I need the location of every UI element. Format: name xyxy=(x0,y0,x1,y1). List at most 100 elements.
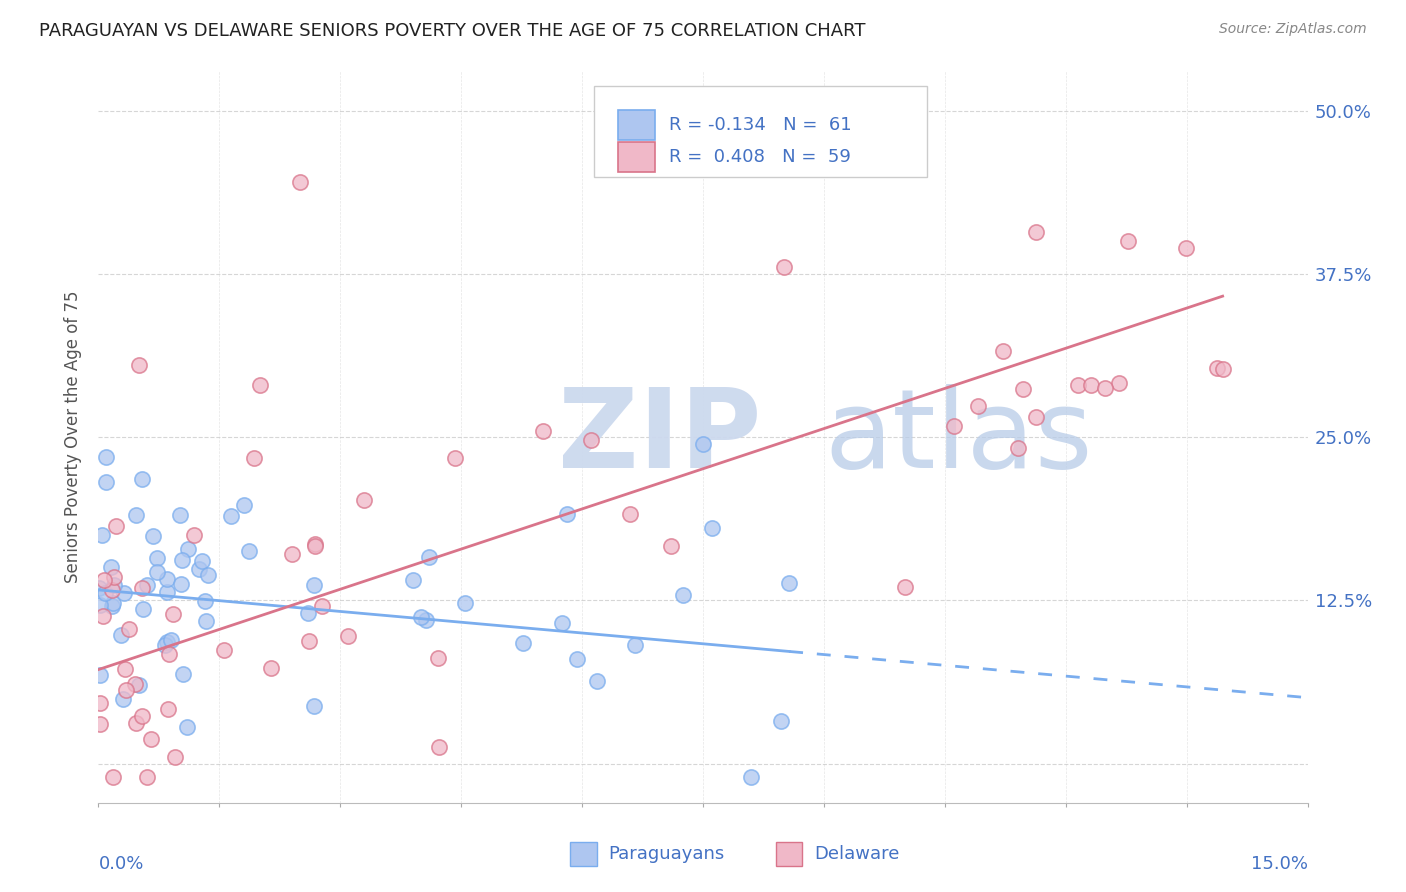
Point xyxy=(418,549,440,564)
Point xyxy=(304,537,326,551)
Point xyxy=(191,554,214,568)
Point xyxy=(1116,234,1139,248)
Point xyxy=(103,570,125,584)
FancyBboxPatch shape xyxy=(619,110,655,140)
Point xyxy=(157,648,180,662)
Point xyxy=(136,770,159,784)
Point xyxy=(89,668,111,682)
Point xyxy=(297,606,319,620)
Point xyxy=(93,573,115,587)
Point xyxy=(586,673,609,688)
Point xyxy=(288,175,311,189)
Point xyxy=(89,696,111,710)
Point xyxy=(156,585,179,599)
Point xyxy=(1094,381,1116,395)
Point xyxy=(772,260,794,275)
Point xyxy=(131,708,153,723)
Point xyxy=(162,607,184,621)
Point xyxy=(1025,225,1047,239)
Point xyxy=(105,518,128,533)
Point xyxy=(128,678,150,692)
Point xyxy=(700,521,723,535)
Point xyxy=(619,507,641,521)
Point xyxy=(1011,383,1033,397)
Point xyxy=(661,539,683,553)
Point xyxy=(125,508,148,522)
Text: Delaware: Delaware xyxy=(814,845,900,863)
Point xyxy=(512,636,534,650)
Point xyxy=(110,628,132,642)
Point xyxy=(219,508,242,523)
Point xyxy=(115,683,138,698)
FancyBboxPatch shape xyxy=(619,142,655,172)
Point xyxy=(302,578,325,592)
Point xyxy=(157,702,180,716)
Point xyxy=(893,580,915,594)
Text: 15.0%: 15.0% xyxy=(1250,855,1308,873)
Point xyxy=(176,720,198,734)
Point xyxy=(103,577,125,591)
Point xyxy=(197,568,219,582)
Point xyxy=(232,498,254,512)
Point xyxy=(94,586,117,600)
Point xyxy=(1175,241,1198,255)
Point xyxy=(101,596,124,610)
Point xyxy=(111,691,134,706)
Point xyxy=(188,562,211,576)
Point xyxy=(692,436,714,450)
Point xyxy=(1080,378,1102,392)
Point xyxy=(427,739,450,754)
Point xyxy=(169,508,191,522)
FancyBboxPatch shape xyxy=(595,86,927,178)
Point xyxy=(163,749,186,764)
Point xyxy=(128,358,150,372)
Text: R = -0.134   N =  61: R = -0.134 N = 61 xyxy=(669,116,852,134)
Point xyxy=(249,377,271,392)
Point xyxy=(146,551,169,566)
Point xyxy=(1066,378,1088,392)
Point xyxy=(100,560,122,574)
Point xyxy=(551,615,574,630)
Point xyxy=(769,714,792,728)
Point xyxy=(415,613,437,627)
Point xyxy=(311,599,333,614)
Point xyxy=(353,493,375,508)
Point xyxy=(91,608,114,623)
Text: 0.0%: 0.0% xyxy=(98,855,143,873)
Point xyxy=(740,770,762,784)
Point xyxy=(141,732,163,747)
Point xyxy=(146,566,169,580)
Point xyxy=(402,574,425,588)
Point xyxy=(160,633,183,648)
Point xyxy=(1007,441,1029,455)
Point xyxy=(411,610,433,624)
Point xyxy=(176,541,198,556)
Point xyxy=(172,552,194,566)
Point xyxy=(555,507,578,521)
Point xyxy=(444,450,467,465)
Point xyxy=(87,581,110,595)
Point xyxy=(1108,376,1130,391)
Point xyxy=(125,716,148,731)
Point xyxy=(672,588,695,602)
Point xyxy=(153,638,176,652)
Text: Source: ZipAtlas.com: Source: ZipAtlas.com xyxy=(1219,22,1367,37)
Point xyxy=(170,577,193,591)
Point xyxy=(579,434,602,448)
Point xyxy=(238,543,260,558)
Point xyxy=(89,599,111,613)
Point xyxy=(90,528,112,542)
Point xyxy=(131,472,153,486)
Point xyxy=(298,634,321,648)
Point xyxy=(194,594,217,608)
Point xyxy=(942,419,965,434)
Point xyxy=(141,529,163,543)
Point xyxy=(124,677,146,691)
Point xyxy=(304,539,326,553)
Point xyxy=(991,343,1014,358)
Point xyxy=(156,572,179,586)
Point xyxy=(156,635,179,649)
Point xyxy=(531,424,554,438)
Point xyxy=(624,638,647,652)
Point xyxy=(114,662,136,676)
